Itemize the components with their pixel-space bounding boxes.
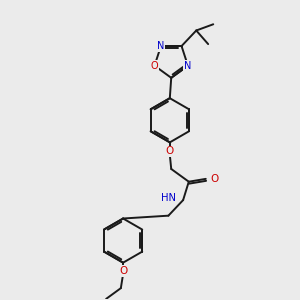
Text: O: O: [211, 174, 219, 184]
Text: O: O: [151, 61, 158, 71]
Text: HN: HN: [161, 194, 176, 203]
Text: O: O: [166, 146, 174, 156]
Text: O: O: [119, 266, 127, 276]
Text: N: N: [157, 41, 165, 51]
Text: N: N: [184, 61, 192, 71]
